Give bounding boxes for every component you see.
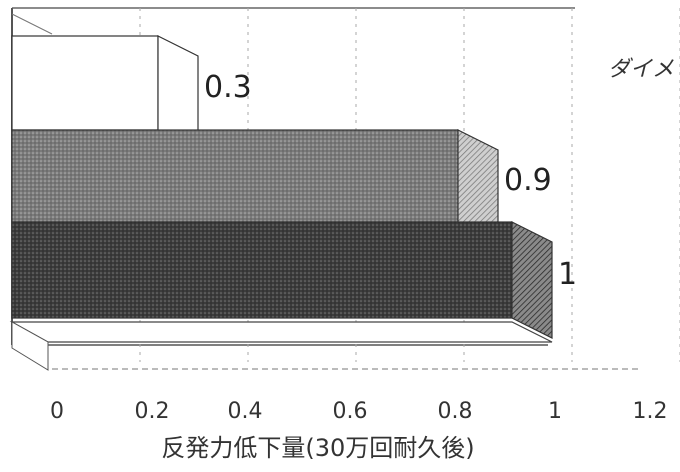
value-label-0: 0.3 [204,70,252,105]
bar-0 [11,35,159,131]
x-tick-label: 0.8 [438,399,473,424]
legend-text: ダイメ [608,57,674,82]
bar-side-2 [511,221,553,339]
depth-corner-line [11,13,53,35]
x-axis-title: 反発力低下量(30万回耐久後) [161,434,474,462]
floor-slab-side [11,321,49,371]
value-label-1: 0.9 [504,163,552,198]
value-label-2: 1 [558,257,577,292]
x-tick-label: 0.2 [135,399,170,424]
floor-slab-top [9,321,553,343]
x-tick-label: 0.4 [228,399,263,424]
x-tick-label: 1.2 [633,399,668,424]
bar-1 [11,129,459,223]
x-tick-label: 1 [548,399,562,424]
bar-2 [11,221,513,319]
x-tick-label: 0 [50,399,64,424]
x-tick-label: 0.6 [333,399,368,424]
